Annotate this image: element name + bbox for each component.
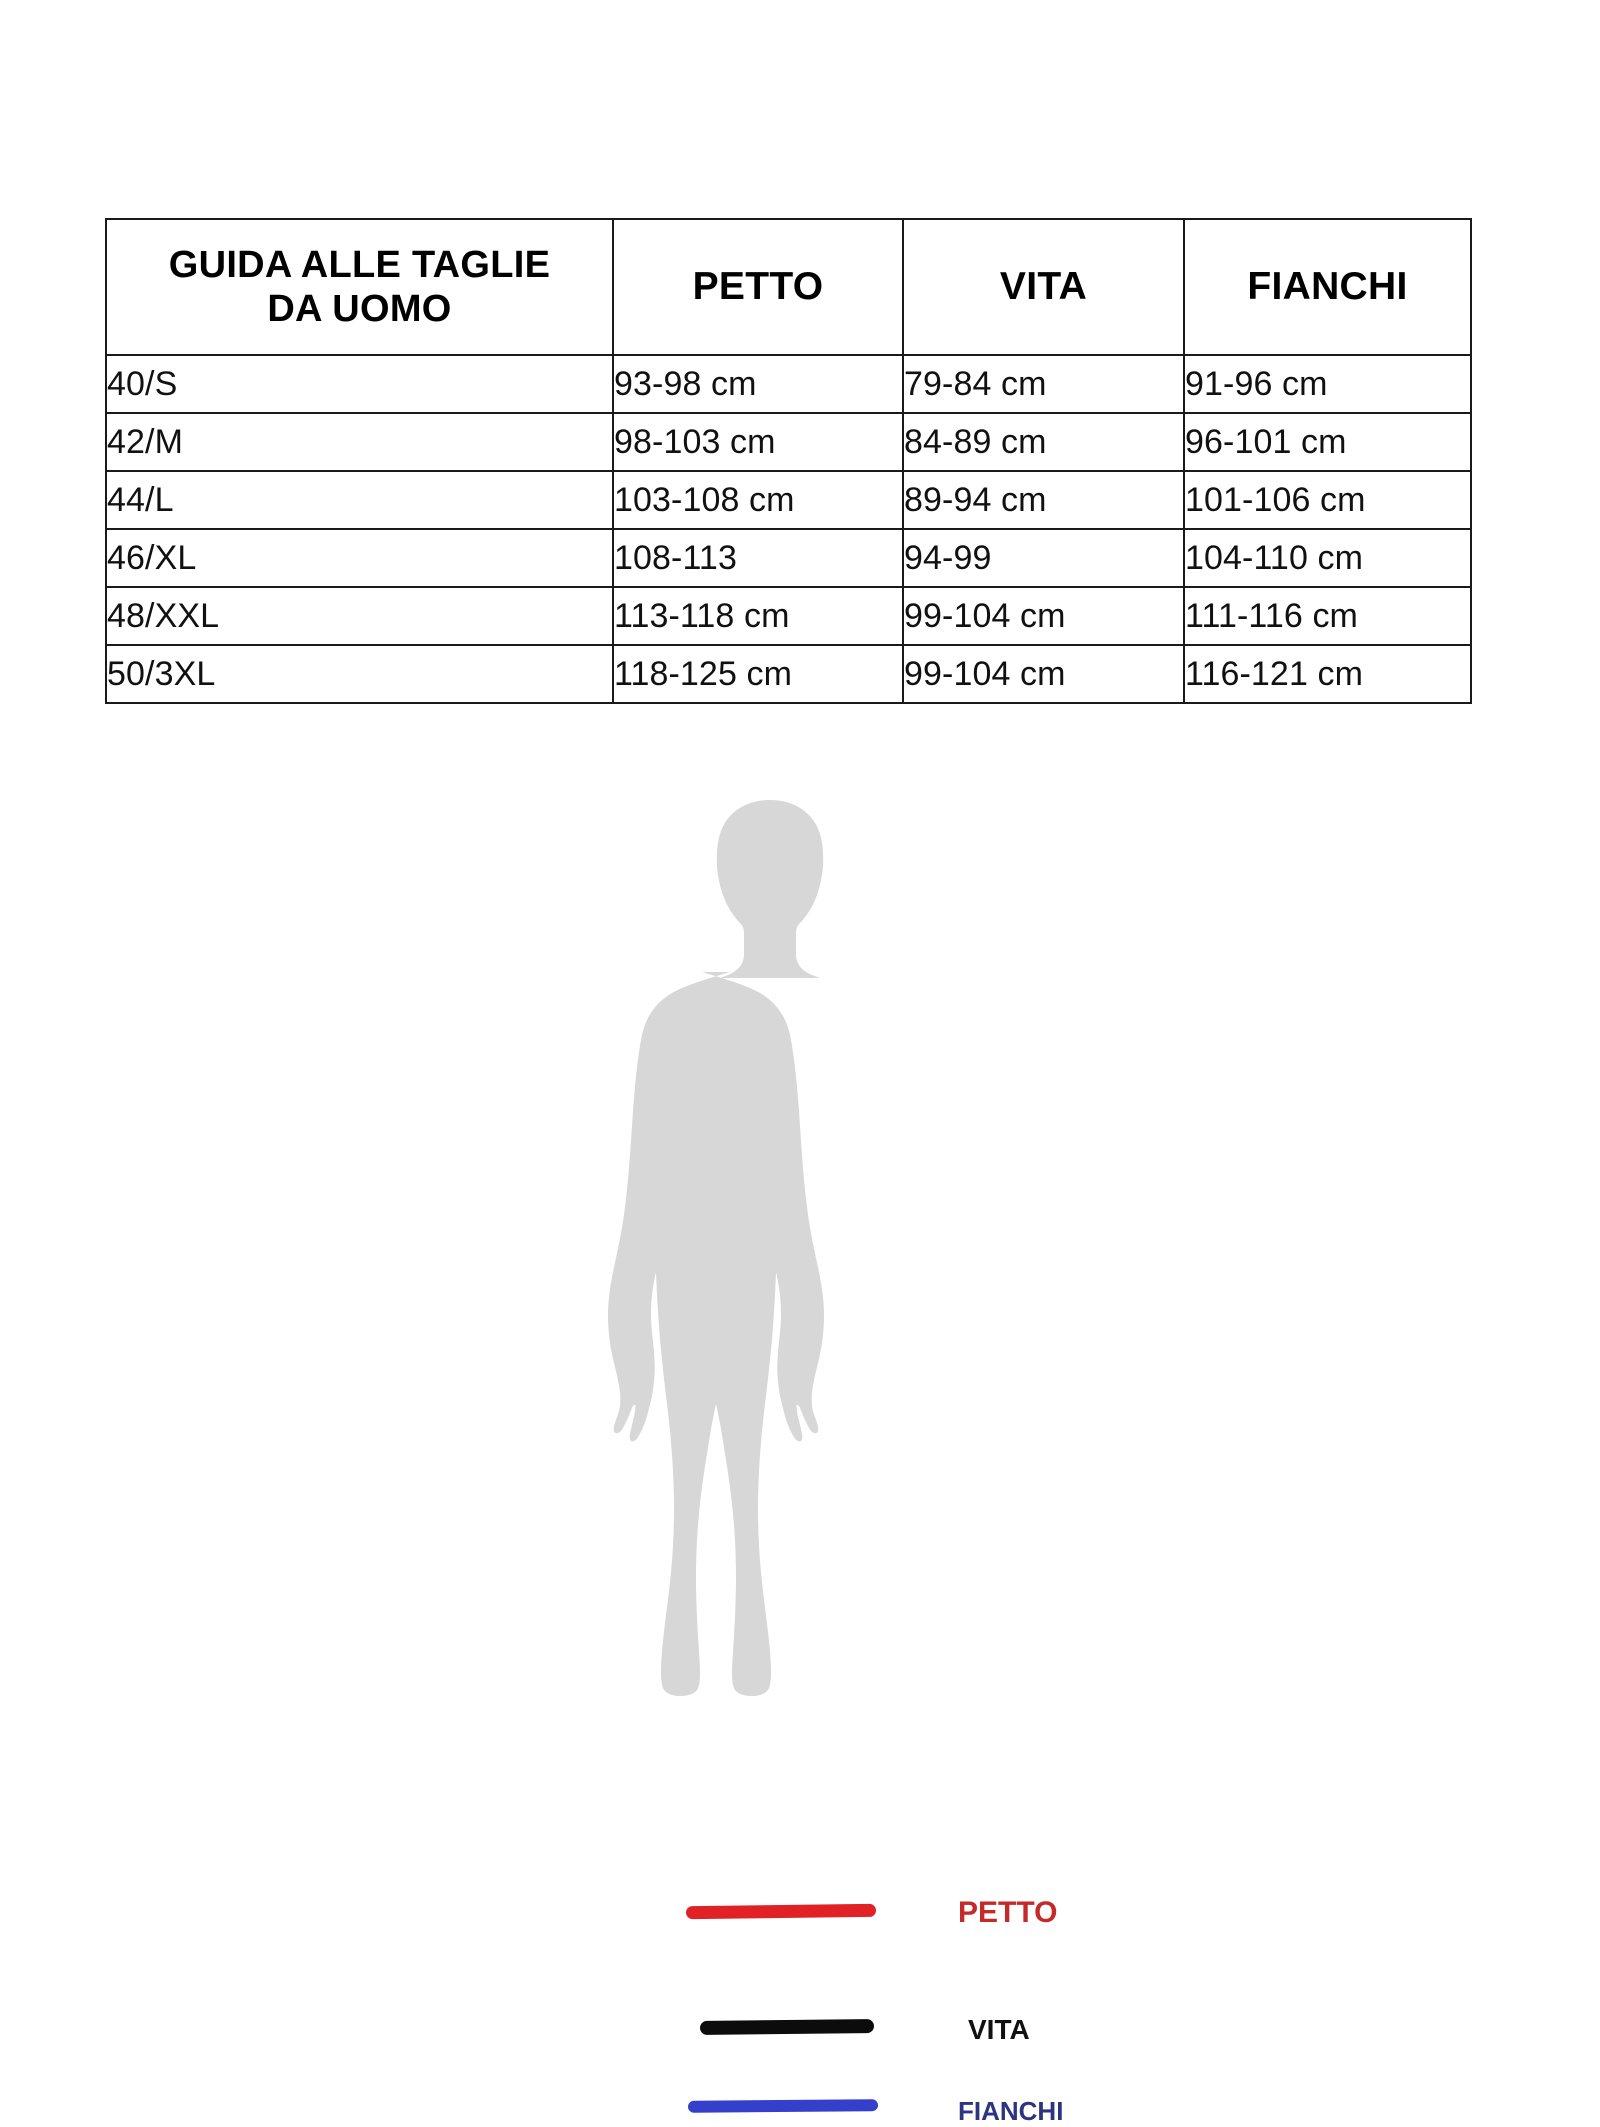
- size-guide-title-line1: GUIDA ALLE TAGLIE: [168, 243, 551, 286]
- cell-hips: 96-101 cm: [1183, 412, 1472, 472]
- table-body: 40/S 93-98 cm 79-84 cm 91-96 cm 42/M 98-…: [105, 354, 1472, 704]
- cell-hips: 116-121 cm: [1183, 644, 1472, 704]
- column-header-waist: VITA: [902, 218, 1185, 356]
- cell-chest: 98-103 cm: [612, 412, 904, 472]
- cell-chest: 93-98 cm: [612, 354, 904, 414]
- cell-chest: 108-113: [612, 528, 904, 588]
- cell-size: 42/M: [105, 412, 614, 472]
- cell-waist: 89-94 cm: [902, 470, 1185, 530]
- table-row: 40/S 93-98 cm 79-84 cm 91-96 cm: [105, 354, 1472, 414]
- table-header: GUIDA ALLE TAGLIE DA UOMO PETTO VITA FIA…: [105, 218, 1472, 356]
- cell-chest: 103-108 cm: [612, 470, 904, 530]
- table-row: 44/L 103-108 cm 89-94 cm 101-106 cm: [105, 470, 1472, 530]
- size-chart-table: GUIDA ALLE TAGLIE DA UOMO PETTO VITA FIA…: [105, 218, 1472, 704]
- size-guide-title-line2: DA UOMO: [267, 288, 452, 330]
- waist-measurement-line: [699, 2019, 875, 2035]
- waist-measurement-label: VITA: [968, 2014, 1030, 2045]
- column-header-size-guide: GUIDA ALLE TAGLIE DA UOMO: [105, 218, 614, 356]
- cell-size: 44/L: [105, 470, 614, 530]
- hips-measurement-line: [687, 2099, 879, 2113]
- table-row: 46/XL 108-113 94-99 104-110 cm: [105, 528, 1472, 588]
- column-header-chest: PETTO: [612, 218, 904, 356]
- chest-measurement-label: PETTO: [958, 1896, 1058, 1929]
- chest-measurement-line: [685, 1903, 877, 1920]
- cell-size: 48/XXL: [105, 586, 614, 646]
- cell-waist: 99-104 cm: [902, 644, 1185, 704]
- size-chart-table-container: GUIDA ALLE TAGLIE DA UOMO PETTO VITA FIA…: [105, 218, 1472, 704]
- cell-waist: 94-99: [902, 528, 1185, 588]
- table-row: 42/M 98-103 cm 84-89 cm 96-101 cm: [105, 412, 1472, 472]
- cell-hips: 91-96 cm: [1183, 354, 1472, 414]
- table-row: 48/XXL 113-118 cm 99-104 cm 111-116 cm: [105, 586, 1472, 646]
- cell-hips: 101-106 cm: [1183, 470, 1472, 530]
- cell-size: 50/3XL: [105, 644, 614, 704]
- table-row: 50/3XL 118-125 cm 99-104 cm 116-121 cm: [105, 644, 1472, 704]
- cell-waist: 84-89 cm: [902, 412, 1185, 472]
- table-header-row: GUIDA ALLE TAGLIE DA UOMO PETTO VITA FIA…: [105, 218, 1472, 356]
- column-header-hips: FIANCHI: [1183, 218, 1472, 356]
- cell-waist: 79-84 cm: [902, 354, 1185, 414]
- cell-hips: 111-116 cm: [1183, 586, 1472, 646]
- cell-hips: 104-110 cm: [1183, 528, 1472, 588]
- cell-chest: 113-118 cm: [612, 586, 904, 646]
- hips-measurement-label: FIANCHI: [958, 2096, 1064, 2126]
- cell-chest: 118-125 cm: [612, 644, 904, 704]
- cell-waist: 99-104 cm: [902, 586, 1185, 646]
- body-measurement-diagram: PETTO VITA FIANCHI: [0, 790, 1600, 2126]
- cell-size: 46/XL: [105, 528, 614, 588]
- male-body-silhouette-icon: [608, 800, 824, 1696]
- cell-size: 40/S: [105, 354, 614, 414]
